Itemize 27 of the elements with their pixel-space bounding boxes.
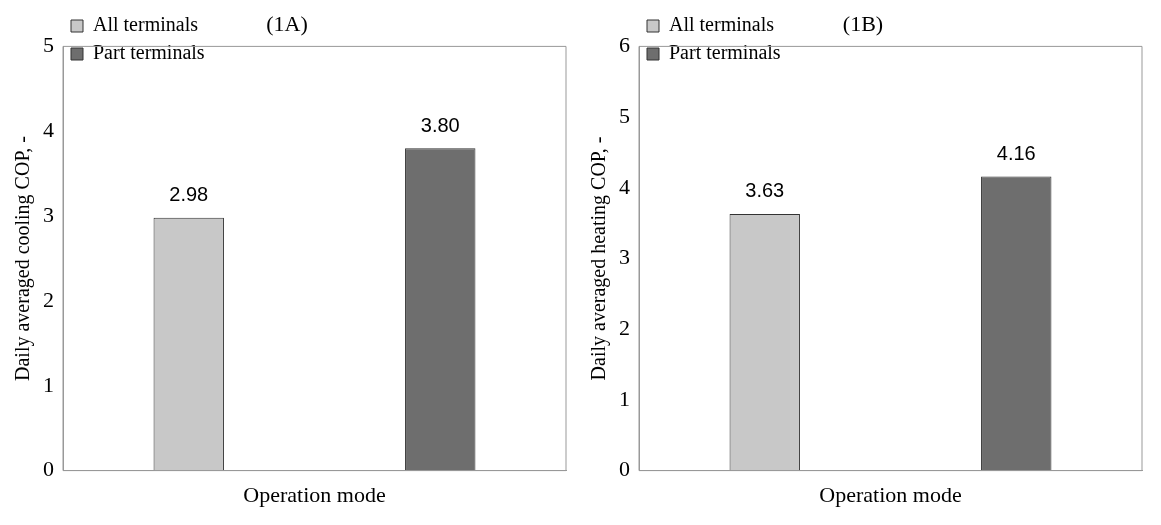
- y-tick-label: 4: [43, 117, 54, 143]
- y-tick-label: 0: [43, 456, 54, 482]
- x-axis-title: Operation mode: [819, 481, 962, 507]
- y-tick-label: 0: [619, 456, 630, 482]
- y-tick-label: 3: [619, 244, 630, 270]
- y-axis-title: Daily averaged cooling COP, -: [11, 136, 35, 381]
- legend-label: Part terminals: [669, 41, 781, 64]
- y-tick-label: 5: [619, 102, 630, 128]
- y-tick-label: 3: [43, 201, 54, 227]
- y-tick-label: 1: [43, 371, 54, 397]
- x-axis-title: Operation mode: [243, 481, 386, 507]
- text: 3.63: [745, 179, 785, 202]
- legend-label: All terminals: [93, 13, 199, 36]
- chart-title: (1B): [842, 10, 884, 36]
- y-tick-label: 2: [43, 286, 54, 312]
- legend-label: Part terminals: [93, 41, 205, 64]
- y-tick-label: 6: [619, 32, 630, 58]
- y-tick-label: 5: [43, 32, 54, 58]
- text: 4.16: [996, 142, 1036, 164]
- chart-title: (1A): [266, 10, 308, 36]
- y-tick-label: 1: [619, 385, 630, 411]
- text: 2.98: [169, 183, 209, 206]
- y-tick-label: 4: [619, 173, 630, 199]
- y-axis-title: Daily averaged heating COP, -: [587, 136, 611, 381]
- y-tick-label: 2: [619, 314, 630, 340]
- text: 3.80: [420, 113, 460, 136]
- legend-label: All terminals: [669, 13, 775, 36]
